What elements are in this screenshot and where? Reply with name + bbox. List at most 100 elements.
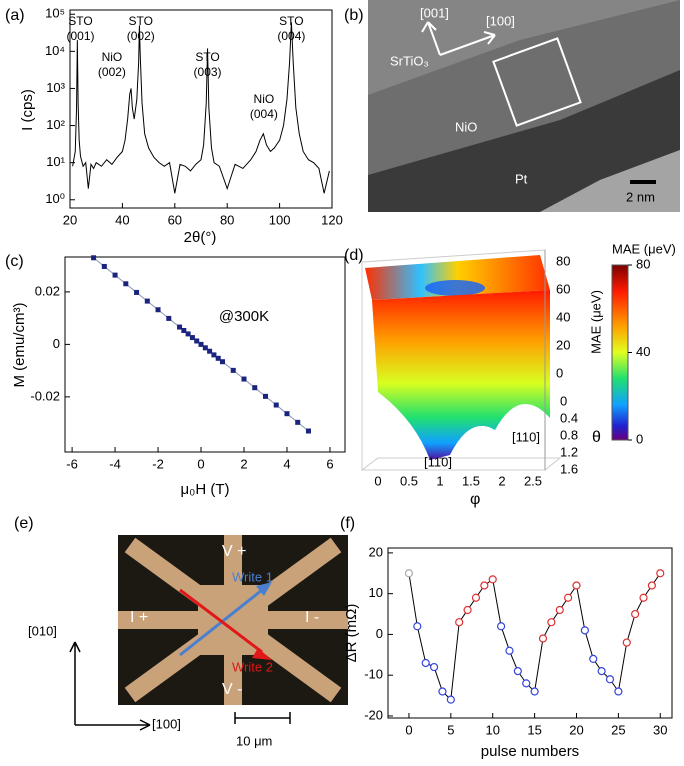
data-point — [112, 272, 118, 278]
y-tick-label: 10² — [46, 117, 65, 132]
x-tick-label: 100 — [269, 212, 291, 227]
data-point — [155, 307, 161, 313]
z-tick-label: 40 — [556, 309, 570, 324]
theta-tick-label: 0.8 — [560, 427, 578, 442]
data-point — [488, 575, 497, 584]
phi-tick-label: 1 — [436, 473, 443, 488]
z-tick-label: 80 — [556, 253, 570, 268]
arrow-label: Write 2 — [232, 659, 273, 674]
data-point — [480, 581, 489, 590]
annotation: STO — [129, 14, 153, 28]
x-tick-label: 40 — [115, 212, 129, 227]
panel-label: (c) — [5, 253, 24, 270]
data-point — [101, 263, 107, 269]
plot-frame — [69, 9, 333, 209]
colorbar-tick-label: 80 — [636, 256, 650, 271]
data-point — [194, 338, 200, 344]
y-tick-label: -20 — [364, 707, 383, 722]
direction-label: [100] — [486, 13, 515, 28]
data-point — [252, 385, 258, 391]
data-point — [513, 667, 522, 676]
data-point — [134, 289, 140, 295]
data-point — [446, 695, 455, 704]
theta-tick-label: 0 — [560, 393, 567, 408]
x-tick-label: 20 — [569, 722, 583, 737]
data-point — [622, 638, 631, 647]
x-axis-label: μ₀H (T) — [180, 481, 229, 498]
axis-direction: [100] — [152, 716, 181, 731]
data-point — [284, 411, 290, 417]
phi-tick-label: 1.5 — [462, 473, 480, 488]
scale-label: 2 nm — [626, 189, 655, 204]
pad-label: I + — [130, 609, 148, 626]
chart-panel: (f) pulse numbers ΔR (mΩ) 0 5 10 15 20 25 30 -20 -1… — [340, 515, 673, 760]
data-point — [605, 675, 615, 684]
phi-label: φ — [470, 491, 480, 508]
x-tick-label: 6 — [326, 456, 333, 471]
x-tick-label: 30 — [653, 722, 667, 737]
annotation: STO — [68, 14, 92, 28]
annotation: NiO — [102, 50, 123, 64]
x-tick-label: 15 — [527, 722, 541, 737]
layer-label: Pt — [515, 171, 528, 186]
x-tick-label: 4 — [283, 456, 290, 471]
theta-tick-label: 1.2 — [560, 444, 578, 459]
data-point — [597, 667, 606, 676]
data-point — [639, 593, 648, 602]
data-point — [202, 345, 208, 351]
z-tick-label: 0 — [556, 365, 563, 380]
annotation: STO — [279, 14, 303, 28]
data-point — [177, 324, 183, 330]
plot-frame — [64, 256, 346, 453]
data-point — [530, 687, 539, 696]
data-point — [230, 367, 236, 373]
data-point — [631, 609, 640, 619]
y-tick-label: 10⁰ — [45, 191, 65, 206]
data-point — [463, 605, 472, 615]
axis-direction: [010] — [28, 623, 57, 638]
x-tick-label: 10 — [485, 722, 499, 737]
data-point — [262, 393, 268, 399]
x-tick-label: 0 — [197, 456, 204, 471]
x-tick-label: 0 — [405, 722, 412, 737]
y-tick-label: 10⁵ — [45, 6, 65, 21]
data-point — [564, 593, 573, 602]
x-tick-label: 60 — [168, 212, 182, 227]
phi-tick-label: 0 — [374, 473, 381, 488]
data-point — [471, 593, 481, 602]
data-point — [522, 679, 531, 688]
data-point — [295, 419, 301, 425]
y-tick-label: 10³ — [46, 80, 65, 95]
data-line — [408, 572, 661, 701]
z-tick-label: 20 — [556, 337, 570, 352]
data-point — [144, 298, 150, 304]
annotation: (002) — [98, 65, 126, 79]
data-point — [181, 327, 187, 333]
data-point — [305, 428, 311, 434]
theta-label: θ — [592, 429, 601, 446]
pad-label: V - — [222, 681, 242, 698]
direction-label: [11̄0] — [424, 454, 452, 469]
data-point — [215, 355, 221, 361]
z-axis-label: MAE (μeV) — [588, 290, 603, 354]
annotation: (003) — [194, 65, 222, 79]
data-point — [647, 581, 656, 590]
data-point — [589, 654, 598, 663]
x-tick-label: 20 — [63, 212, 77, 227]
data-point — [198, 341, 204, 347]
y-tick-label: 0.02 — [35, 283, 60, 298]
x-axis-label: 2θ(°) — [184, 229, 217, 246]
y-tick-label: 20 — [369, 544, 383, 559]
data-point — [438, 687, 447, 696]
theta-tick-label: 1.6 — [560, 461, 578, 476]
data-point — [421, 658, 430, 668]
panel-label: (d) — [344, 247, 364, 264]
x-tick-label: 2 — [240, 456, 247, 471]
direction-label: [001] — [420, 5, 449, 20]
layer-label: SrTiO₃ — [390, 53, 429, 68]
y-tick-label: -0.02 — [30, 388, 60, 403]
data-point — [555, 605, 564, 615]
z-tick-label: 60 — [556, 281, 570, 296]
data-point — [404, 569, 414, 578]
data-point — [211, 352, 217, 358]
